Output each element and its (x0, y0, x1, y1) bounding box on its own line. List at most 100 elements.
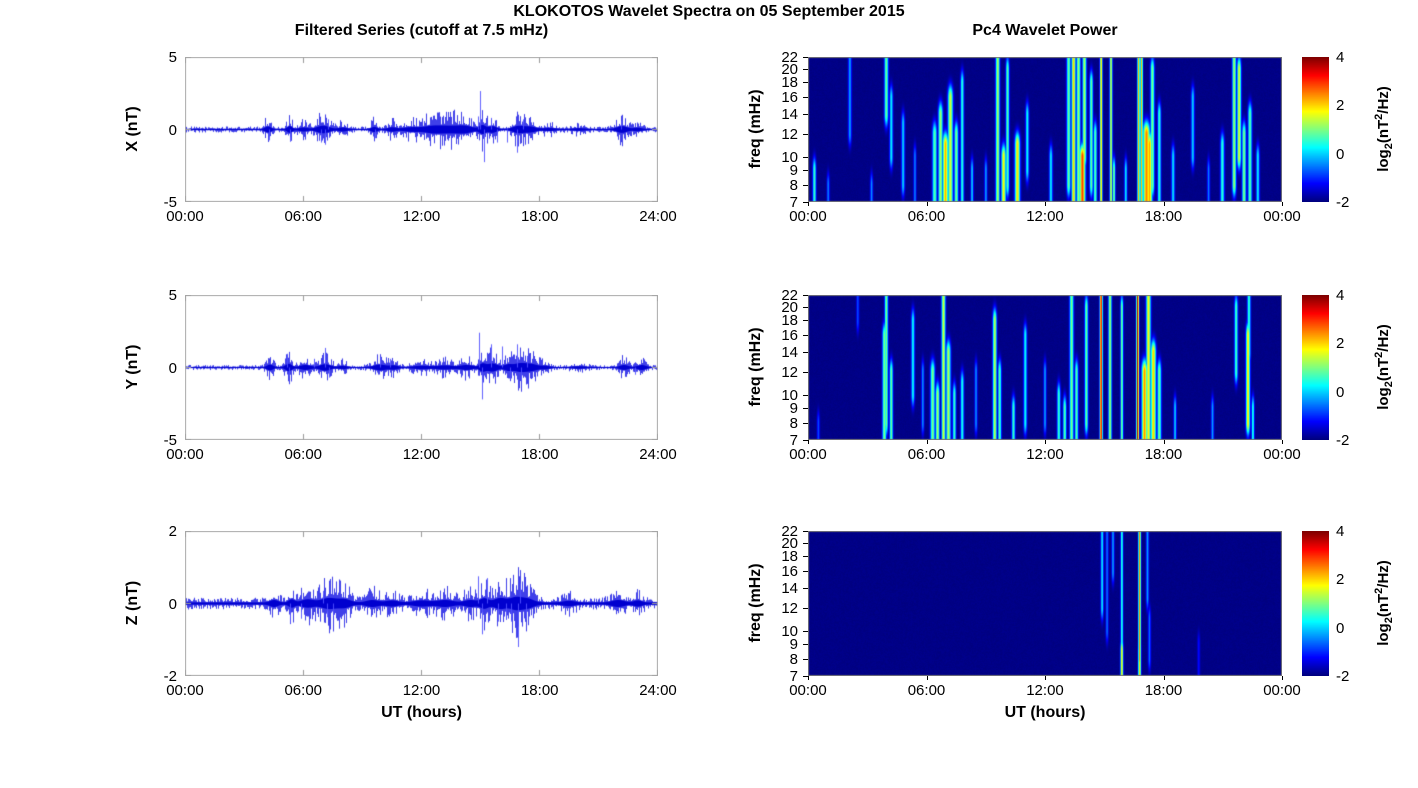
sp-xtick-label: 12:00 (1026, 446, 1064, 463)
x-wavelet-spectrogram (808, 57, 1282, 202)
colorbar-tick-label: -2 (1336, 194, 1350, 211)
colorbar-tick-label: 2 (1336, 335, 1345, 353)
sp-ytick-label: 18 (781, 548, 798, 566)
ts-xtick-label: 24:00 (639, 682, 677, 699)
tick-mark (803, 659, 808, 661)
tick-mark (803, 408, 808, 410)
tick-mark (1045, 202, 1046, 206)
xlabel-right: UT (hours) (1004, 704, 1086, 721)
ts-xtick-label: 12:00 (402, 446, 441, 463)
tick-mark (803, 114, 808, 116)
tick-mark (1282, 676, 1283, 680)
tick-mark (803, 156, 808, 158)
tick-mark (803, 644, 808, 646)
tick-mark (803, 571, 808, 573)
sp-ytick-label: 7 (789, 194, 798, 211)
ts-xtick-label: 18:00 (520, 446, 559, 463)
ts-xtick-label: 12:00 (402, 208, 441, 225)
sp-ytick-label: 10 (781, 622, 798, 640)
colorbar-tick-label: 4 (1336, 49, 1345, 66)
sp-ytick-label: 8 (789, 651, 798, 669)
z-wavelet-spectrogram (808, 531, 1282, 676)
colorbar-tick-label: 4 (1336, 523, 1345, 540)
ts-ytick-label: 0 (168, 359, 177, 377)
tick-mark (803, 588, 808, 590)
xlabel-left: UT (hours) (381, 704, 462, 721)
colorbar-tick-label: -2 (1336, 432, 1350, 449)
ts-ytick-label: 5 (168, 49, 177, 66)
ts-xtick-label: 24:00 (639, 208, 677, 225)
sp-xtick-label: 00:00 (1263, 682, 1301, 699)
sp-ytick-label: 8 (789, 415, 798, 433)
y-filtered-series-plot (185, 295, 658, 440)
tick-mark (803, 320, 808, 322)
tick-mark (803, 97, 808, 99)
tick-mark (803, 630, 808, 632)
tick-mark (803, 133, 808, 135)
tick-mark (803, 82, 808, 84)
sp-xtick-label: 00:00 (1263, 208, 1301, 225)
sp-ytick-label: 16 (781, 89, 798, 107)
ts-xtick-label: 06:00 (284, 208, 323, 225)
tick-mark (1163, 676, 1165, 680)
tick-mark (808, 440, 809, 444)
sp-xtick-label: 18:00 (1144, 446, 1183, 463)
tick-mark (803, 295, 808, 296)
tick-mark (1282, 440, 1283, 444)
sp-xtick-label: 12:00 (1026, 208, 1064, 225)
tick-mark (1163, 202, 1165, 206)
x-filtered-series-plot (185, 57, 658, 202)
tick-mark (808, 676, 809, 680)
sp-ytick-label: 9 (789, 636, 798, 654)
ts-xtick-label: 06:00 (284, 446, 323, 463)
ts-ytick-label: 2 (168, 523, 177, 540)
sp-ytick-label: 8 (789, 177, 798, 195)
sp-ytick-label: 18 (781, 312, 798, 330)
ts-xtick-label: 18:00 (520, 682, 559, 699)
sp-ytick-label: 7 (789, 432, 798, 449)
tick-mark (1282, 202, 1283, 206)
tick-mark (803, 531, 808, 532)
ts-xtick-label: 12:00 (402, 682, 441, 699)
sp-ytick-label: 20 (781, 61, 798, 79)
sp-xtick-label: 00:00 (1263, 446, 1301, 463)
sp-ytick-label: 16 (781, 563, 798, 581)
sp-ytick-label: 10 (781, 148, 798, 166)
tick-mark (803, 307, 808, 309)
ts-ytick-label: 0 (168, 595, 177, 613)
tick-mark (803, 57, 808, 58)
sp-ytick-label: 22 (781, 523, 798, 540)
figure-title: KLOKOTOS Wavelet Spectra on 05 September… (513, 3, 905, 20)
ts-xtick-label: 06:00 (284, 682, 323, 699)
ts-xtick-label: 00:00 (166, 208, 204, 225)
tick-mark (803, 543, 808, 545)
ts-xtick-label: 00:00 (166, 446, 204, 463)
sp-ytick-label: 12 (781, 363, 798, 381)
sp-ytick-label: 7 (789, 668, 798, 685)
sp-ytick-label: 22 (781, 49, 798, 66)
sp-ytick-label: 22 (781, 287, 798, 304)
sp-ytick-label: 14 (781, 106, 798, 124)
colorbar-tick-label: 4 (1336, 287, 1345, 304)
colorbar-tick-label: 0 (1336, 145, 1345, 163)
tick-mark (926, 440, 928, 444)
sp-ytick-label: 12 (781, 125, 798, 143)
tick-mark (803, 423, 808, 425)
tick-mark (803, 556, 808, 558)
sp-xtick-label: 00:00 (789, 682, 827, 699)
sp-ytick-label: 12 (781, 599, 798, 617)
colorbar-tick-label: 0 (1336, 619, 1345, 637)
tick-mark (803, 335, 808, 337)
sp-xtick-label: 06:00 (907, 208, 946, 225)
colorbar-row3 (1302, 531, 1329, 676)
tick-mark (803, 676, 808, 677)
ts-ytick-label: -2 (163, 668, 177, 685)
sp-ytick-label: 16 (781, 327, 798, 345)
colorbar-tick-label: -2 (1336, 668, 1350, 685)
y-wavelet-spectrogram (808, 295, 1282, 440)
tick-mark (803, 202, 808, 203)
sp-ytick-label: 9 (789, 400, 798, 418)
tick-mark (803, 170, 808, 172)
colorbar-tick-label: 2 (1336, 571, 1345, 589)
